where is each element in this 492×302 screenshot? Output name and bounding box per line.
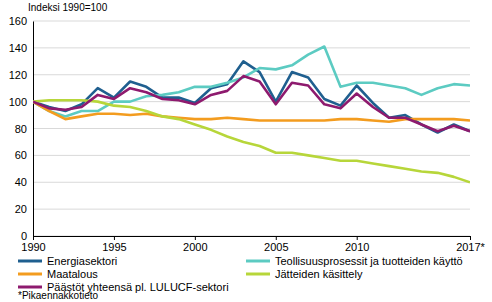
grid-line [33, 21, 470, 22]
grid [33, 21, 470, 236]
legend-label: Maatalous [47, 268, 98, 280]
lines [33, 47, 470, 183]
x-tick-label: 2000 [183, 241, 207, 253]
x-tick: 1995 [102, 236, 126, 253]
x-tick-mark [33, 236, 34, 240]
footnote: *Pikaennakkotieto [18, 290, 98, 301]
x-tick-mark [195, 236, 196, 240]
legend-swatch [18, 286, 42, 289]
y-tick: 60 [15, 149, 33, 161]
x-tick-label: 1990 [21, 241, 45, 253]
grid-line [33, 74, 470, 75]
x-tick-label: 1995 [102, 241, 126, 253]
legend-label: Teollisuusprosessit ja tuotteiden käyttö [275, 255, 463, 267]
x-tick: 1990 [21, 236, 45, 253]
y-tick: 140 [9, 42, 33, 54]
legend-swatch [246, 260, 270, 263]
y-tick-label: 120 [9, 69, 27, 81]
y-tick: 40 [15, 176, 33, 188]
grid-line [33, 209, 470, 210]
y-axis-title: Indeksi 1990=100 [28, 2, 108, 13]
series-line [33, 76, 470, 131]
x-tick-label: 2017* [456, 241, 485, 253]
x-tick: 2010 [345, 236, 369, 253]
y-tick: 160 [9, 15, 33, 27]
x-tick: 2005 [264, 236, 288, 253]
y-tick-label: 80 [15, 123, 27, 135]
y-tick: 100 [9, 96, 33, 108]
x-tick-label: 2005 [264, 241, 288, 253]
y-tick-label: 100 [9, 96, 27, 108]
legend-swatch [18, 273, 42, 276]
legend: Energiasektori Teollisuusprosessit ja tuo… [18, 255, 463, 293]
legend-label: Jätteiden käsittely [275, 268, 363, 280]
x-tick: 2000 [183, 236, 207, 253]
x-axis-line [34, 237, 471, 241]
y-tick: 20 [15, 203, 33, 215]
x-tick-label: 2010 [345, 241, 369, 253]
grid-line [33, 155, 470, 156]
y-tick-label: 20 [15, 203, 27, 215]
x-tick-mark [470, 236, 471, 240]
x-axis: 1990 1995 2000 2005 2010 2017* [21, 236, 485, 253]
y-axis-line [33, 22, 34, 237]
y-tick-label: 60 [15, 149, 27, 161]
chart: 0204060801001201401601990199520002005201… [0, 0, 492, 302]
y-tick-label: 160 [9, 15, 27, 27]
series-line [33, 100, 470, 182]
legend-swatch [246, 273, 270, 276]
x-tick-mark [276, 236, 277, 240]
x-tick-mark [114, 236, 115, 240]
x-tick: 2017* [456, 236, 485, 253]
y-tick: 120 [9, 69, 33, 81]
grid-line [33, 128, 470, 129]
y-tick-label: 40 [15, 176, 27, 188]
y-tick-label: 140 [9, 42, 27, 54]
grid-line [33, 47, 470, 48]
series-line [33, 47, 470, 117]
legend-swatch [18, 260, 42, 263]
grid-line [33, 182, 470, 183]
legend-label: Energiasektori [47, 255, 117, 267]
y-axis: 020406080100120140160 [9, 15, 34, 242]
x-tick-mark [357, 236, 358, 240]
y-tick: 80 [15, 123, 33, 135]
